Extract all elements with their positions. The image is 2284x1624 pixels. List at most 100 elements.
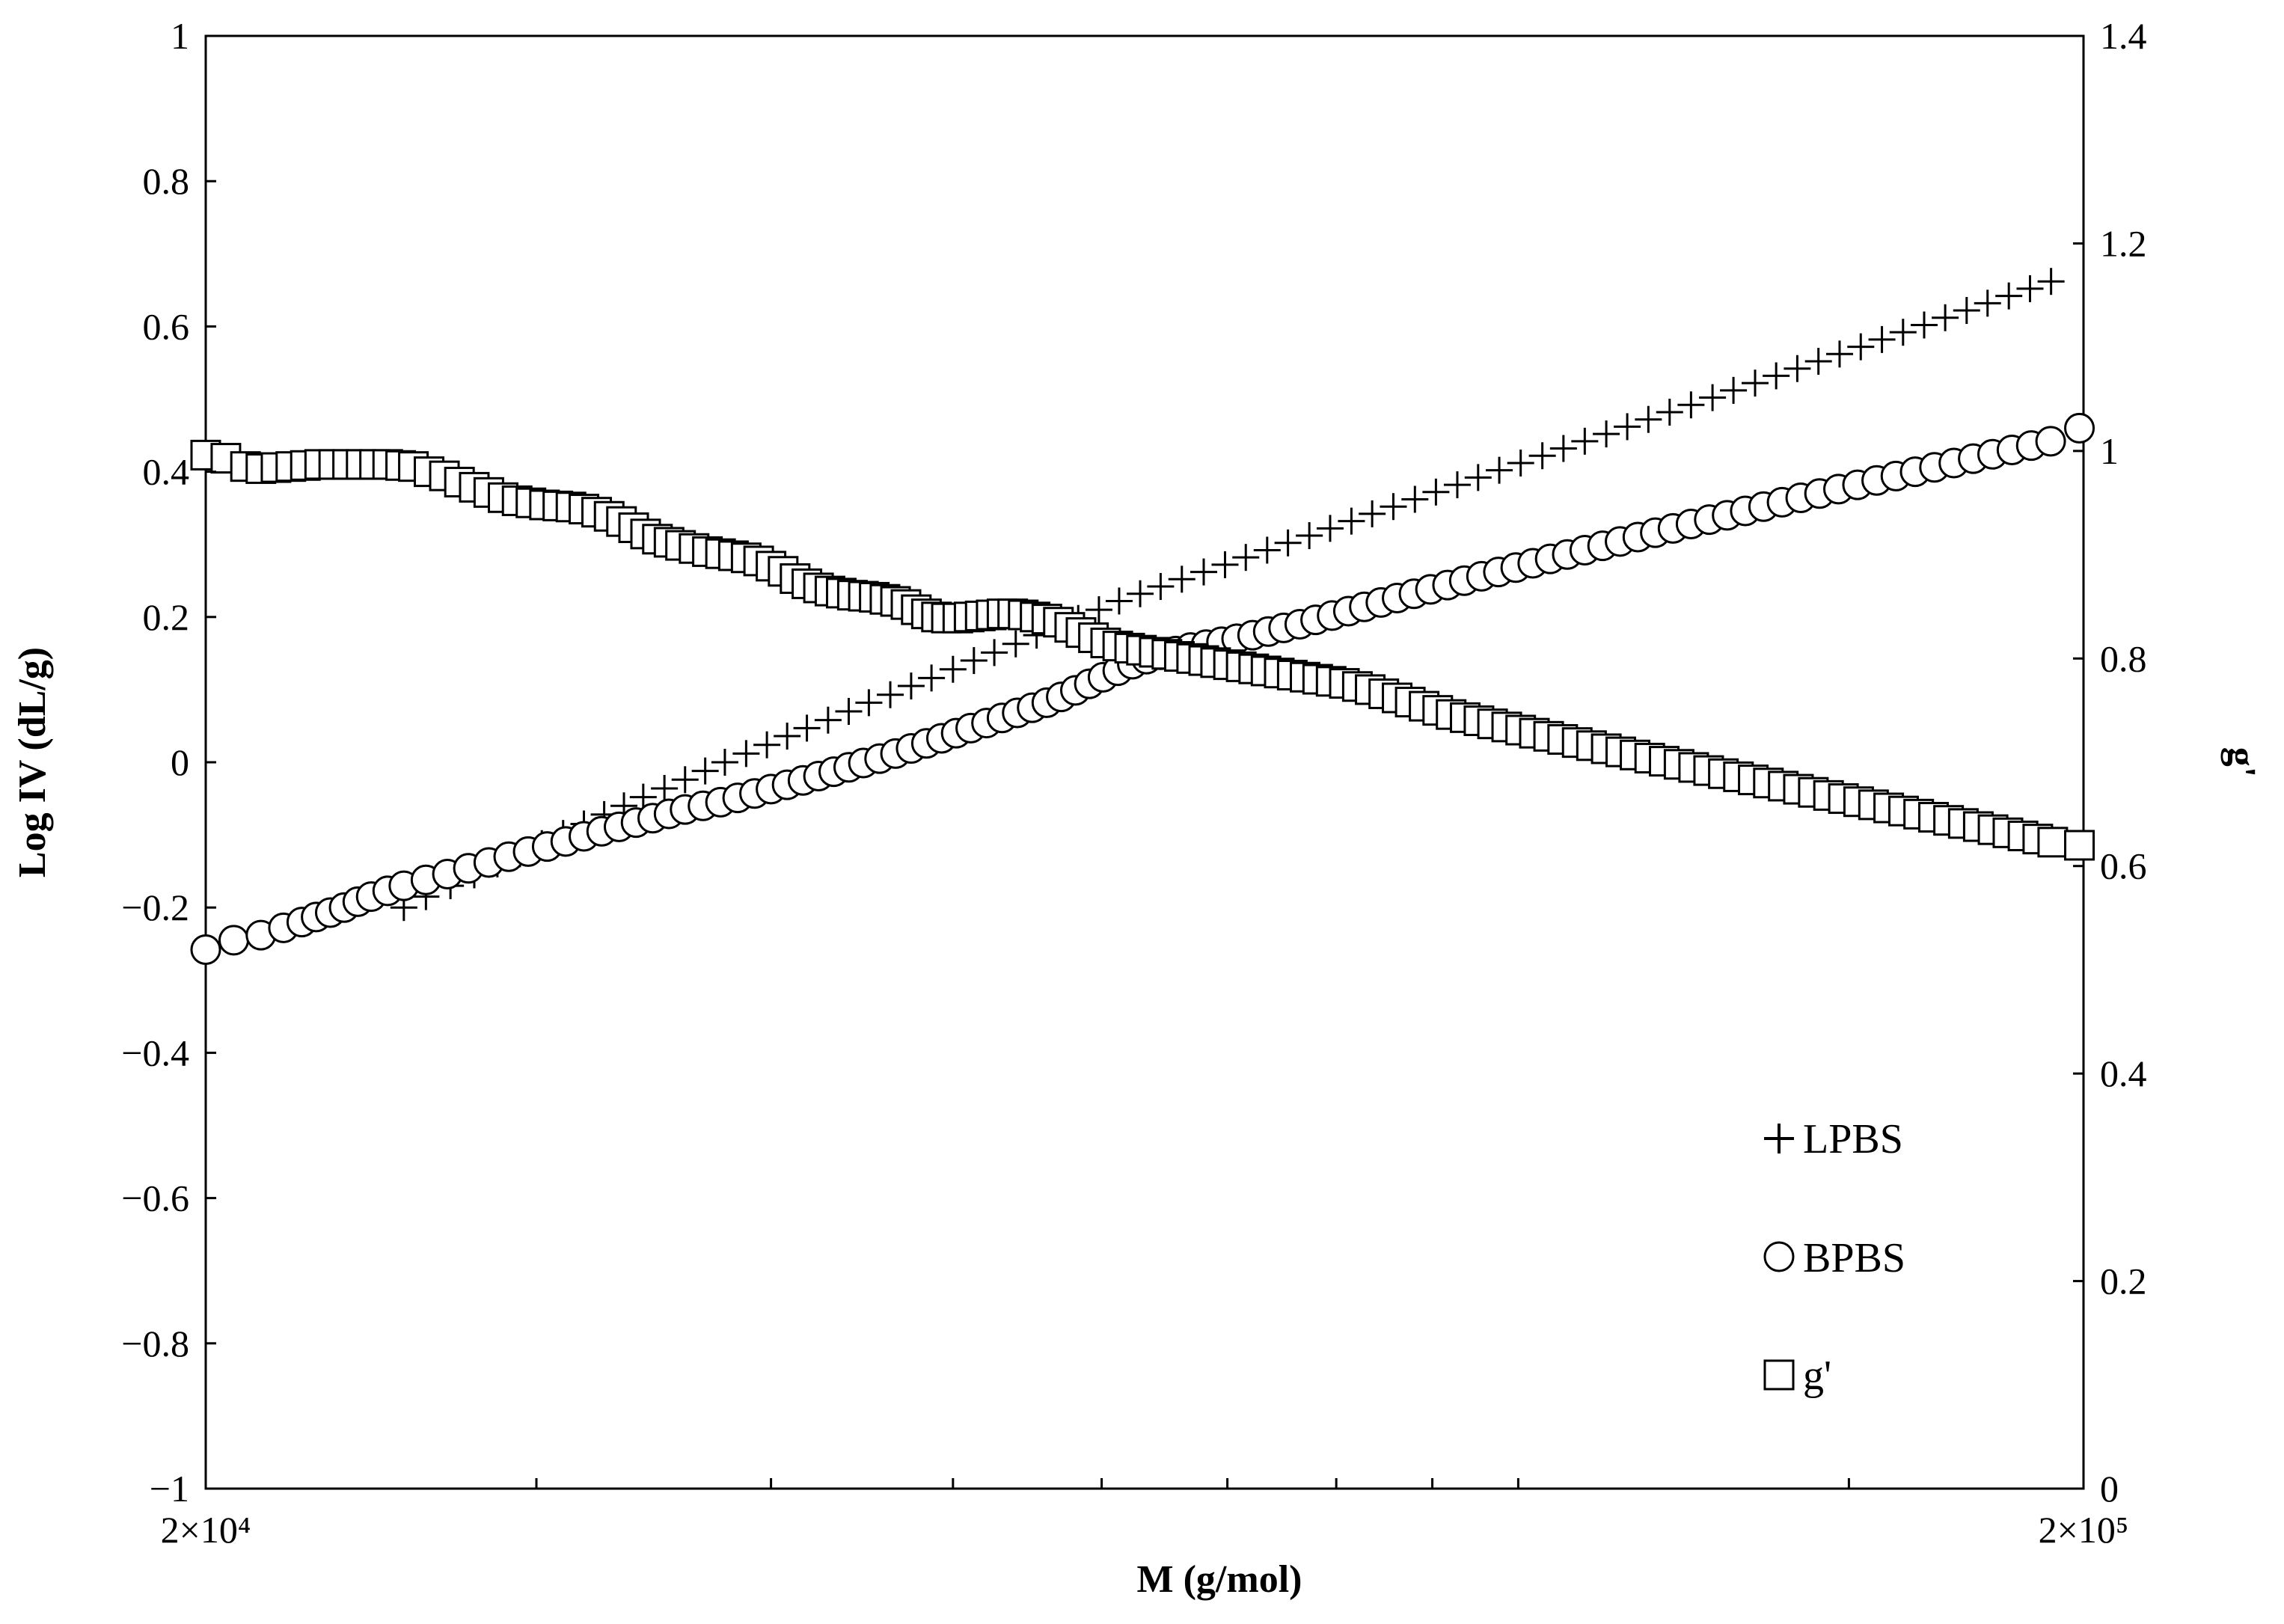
bpbs-point xyxy=(218,925,250,956)
marks-layer xyxy=(190,268,2095,966)
lpbs-point xyxy=(1127,580,1154,607)
lpbs-point xyxy=(1002,630,1029,658)
lpbs-point xyxy=(1974,289,2001,317)
lpbs-point xyxy=(1528,442,1556,470)
y-tick-label: −0.2 xyxy=(121,886,189,928)
x-tick-label: 2×10⁵ xyxy=(2039,1509,2129,1551)
lpbs-point xyxy=(1677,391,1705,419)
lpbs-point xyxy=(1868,325,1896,353)
lpbs-point xyxy=(2037,268,2065,295)
lpbs-point xyxy=(711,749,738,776)
lpbs-point xyxy=(691,757,719,785)
y2-tick-label: 1 xyxy=(2100,430,2119,472)
y-tick-label: 0.2 xyxy=(143,596,190,638)
y2-tick-label: 0.2 xyxy=(2100,1260,2147,1302)
bpbs-point xyxy=(2035,426,2066,457)
y-tick-label: 1 xyxy=(171,15,189,57)
y-tick-label: 0 xyxy=(171,741,189,783)
legend-item-gprime: g' xyxy=(1763,1352,1831,1399)
lpbs-point xyxy=(1549,435,1577,462)
circle-marker-icon xyxy=(1763,1241,1795,1272)
lpbs-point xyxy=(939,655,967,683)
lpbs-point xyxy=(835,698,863,726)
series-square xyxy=(190,439,2095,861)
lpbs-point xyxy=(671,766,699,794)
y2-axis-title: g' xyxy=(2220,747,2263,777)
lpbs-point xyxy=(1593,420,1620,448)
gprime-point xyxy=(2064,830,2095,861)
y2-tick-label: 0.6 xyxy=(2100,845,2147,887)
lpbs-point xyxy=(1085,596,1112,624)
lpbs-point xyxy=(1253,536,1281,564)
lpbs-point xyxy=(1464,464,1492,491)
lpbs-point xyxy=(1211,551,1239,578)
legend-label-lpbs: LPBS xyxy=(1803,1116,1903,1162)
y-tick-label: −0.6 xyxy=(121,1177,189,1219)
lpbs-point xyxy=(651,774,679,802)
bpbs-point xyxy=(2064,412,2095,444)
lpbs-point xyxy=(1825,340,1853,368)
y-tick-label: 0.4 xyxy=(143,451,190,493)
lpbs-point xyxy=(1507,449,1534,477)
legend-item-bpbs: BPBS xyxy=(1763,1235,1905,1281)
lpbs-point xyxy=(1742,370,1769,397)
lpbs-point xyxy=(1784,355,1811,382)
legend: LPBS BPBS g' xyxy=(1763,1116,1905,1399)
lpbs-point xyxy=(960,647,988,675)
y-tick-label: 0.6 xyxy=(143,305,190,347)
lpbs-point xyxy=(1571,427,1599,455)
lpbs-point xyxy=(1380,493,1407,521)
lpbs-point xyxy=(1804,348,1832,376)
lpbs-point xyxy=(981,639,1008,667)
x-axis-title: M (g/mol) xyxy=(1137,1558,1302,1601)
lpbs-point xyxy=(1168,566,1195,593)
lpbs-point xyxy=(1763,362,1790,390)
y-tick-label: 0.8 xyxy=(143,160,190,202)
legend-label-gprime: g' xyxy=(1803,1352,1831,1399)
y-axis-title: Log IV (dL/g) xyxy=(11,647,54,877)
lpbs-point xyxy=(1910,311,1938,339)
lpbs-point xyxy=(1656,398,1683,426)
y2-tick-label: 0.8 xyxy=(2100,637,2147,679)
y-tick-label: −0.4 xyxy=(121,1032,189,1073)
lpbs-point xyxy=(1720,376,1748,404)
gprime-point xyxy=(2037,827,2069,858)
y2-tick-label: 1.2 xyxy=(2100,222,2147,264)
axes-layer: 1 0.8 0.6 0.4 0.2 0 −0.2 −0.4 −0.6 −0.8 −1 1.4 1.2 1 0… xyxy=(121,15,2146,1551)
lpbs-point xyxy=(1359,500,1386,527)
lpbs-point xyxy=(1635,405,1662,433)
lpbs-point xyxy=(918,664,946,692)
lpbs-point xyxy=(774,723,801,750)
lpbs-point xyxy=(1932,304,1959,331)
lpbs-point xyxy=(1338,507,1365,535)
plus-marker-icon xyxy=(1764,1124,1794,1153)
plot-area-frame xyxy=(204,34,2085,1490)
bpbs-point xyxy=(190,934,221,966)
legend-label-bpbs: BPBS xyxy=(1803,1235,1905,1281)
lpbs-point xyxy=(1190,558,1218,586)
lpbs-point xyxy=(1443,471,1471,499)
lpbs-point xyxy=(732,740,760,767)
lpbs-point xyxy=(1699,384,1727,411)
lpbs-point xyxy=(1274,529,1302,557)
y2-tick-label: 0 xyxy=(2100,1468,2119,1510)
lpbs-point xyxy=(1147,573,1175,601)
square-marker-icon xyxy=(1763,1359,1795,1391)
y2-tick-label: 0.4 xyxy=(2100,1052,2147,1094)
lpbs-point xyxy=(1296,522,1323,550)
lpbs-point xyxy=(1889,319,1917,346)
lpbs-point xyxy=(877,681,904,708)
legend-item-lpbs: LPBS xyxy=(1764,1116,1903,1162)
lpbs-point xyxy=(2016,275,2044,302)
lpbs-point xyxy=(1614,413,1641,441)
lpbs-point xyxy=(897,672,925,700)
lpbs-point xyxy=(1995,282,2023,310)
lpbs-point xyxy=(1316,515,1344,542)
lpbs-point xyxy=(1232,544,1260,572)
series-circle xyxy=(190,412,2095,966)
lpbs-point xyxy=(1422,478,1450,506)
y-tick-label: −0.8 xyxy=(121,1323,189,1364)
lpbs-point xyxy=(1486,456,1513,484)
x-tick-label: 2×10⁴ xyxy=(161,1509,251,1551)
